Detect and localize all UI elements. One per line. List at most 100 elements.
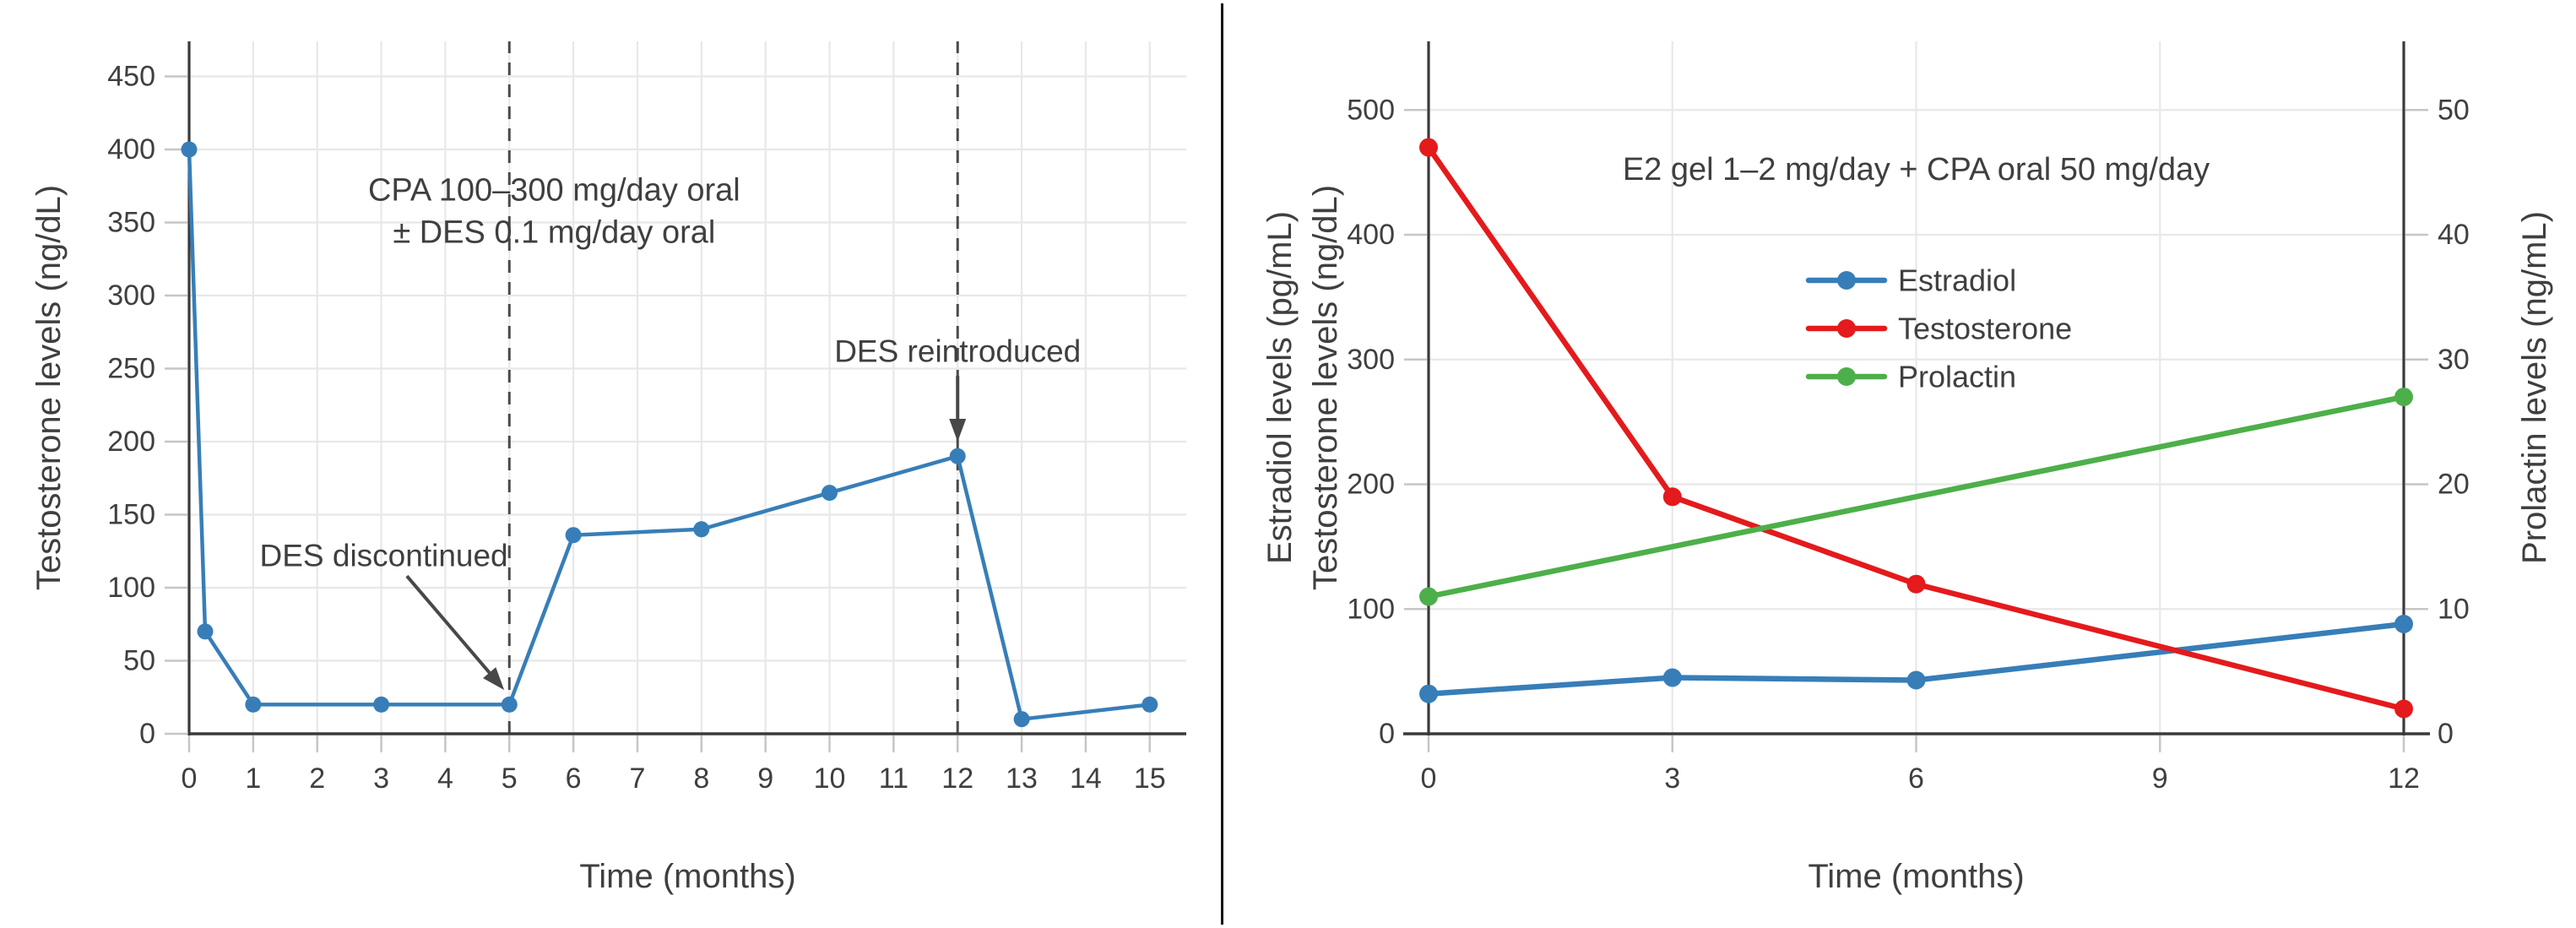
legend: Estradiol Testosterone Prolactin [1805,263,2072,394]
y-tick-label-left: 0 [1379,718,1395,750]
legend-marker [1837,367,1856,386]
grid [1429,41,2404,734]
y-tick-label-left: 400 [1347,219,1395,251]
x-tick-label: 4 [437,762,453,795]
y-tick-label: 350 [107,207,155,239]
annotation-text: DES discontinued [260,538,508,573]
series-estradiol-line [1425,621,2407,697]
x-tick-label: 5 [502,762,518,795]
annotation-text: DES reintroduced [834,334,1081,368]
y-axis-label-estradiol: Estradiol levels (pg/mL) [1261,211,1299,564]
legend-label: Estradiol [1898,263,2016,298]
data-point [245,696,262,713]
x-tick-label: 8 [693,762,709,795]
x-tick-label: 3 [373,762,389,795]
data-point [1906,574,1926,594]
data-point [822,485,838,502]
data-point [197,623,214,640]
y-axis-label: Testosterone levels (ng/dL) [30,185,68,590]
data-point [1662,487,1682,507]
y-tick-label-left: 300 [1347,344,1395,376]
x-tick-label: 12 [2388,762,2420,795]
data-point [949,448,966,464]
y-tick-label: 50 [123,645,155,677]
data-point [2394,388,2413,407]
series-prolactin [1419,388,2413,606]
legend-item-prolactin: Prolactin [1805,360,2016,394]
y-tick-label: 0 [139,718,155,750]
chart-title-line-1: CPA 100–300 mg/day oral [368,172,740,208]
panel-divider [1221,3,1223,925]
series-prolactin-line [1425,393,2407,600]
series-estradiol [1419,615,2413,703]
legend-item-testosterone: Testosterone [1805,312,2072,346]
data-point [1142,696,1158,713]
x-tick-label: 9 [2152,762,2168,795]
legend-marker [1837,271,1856,290]
y-tick-label: 400 [107,133,155,166]
x-axis-label: Time (months) [579,858,795,895]
series-testosterone [181,141,1158,728]
y-tick-label-right: 30 [2438,344,2470,376]
x-tick-label: 0 [182,762,198,795]
series-testosterone [1419,138,2413,719]
annotation-arrow [949,376,967,442]
x-tick-label: 10 [814,762,846,795]
ticks [165,75,1152,752]
data-point [1662,668,1682,687]
x-tick-label: 15 [1134,762,1166,795]
x-tick-label: 7 [629,762,645,795]
data-point [1013,711,1030,728]
y-tick-label-left: 200 [1347,469,1395,501]
x-tick-label: 6 [566,762,582,795]
legend-item-estradiol: Estradiol [1805,263,2016,298]
y-tick-label: 300 [107,279,155,312]
annotation-arrow [405,574,505,691]
y-tick-label: 100 [107,572,155,604]
chart-title-line-2: ± DES 0.1 mg/day oral [393,214,715,250]
data-point [2394,615,2413,633]
legend-label: Testosterone [1898,312,2072,346]
x-tick-label: 14 [1070,762,1102,795]
data-point [693,521,710,538]
y-axis-label-testosterone: Testosterone levels (ng/dL) [1307,185,1344,590]
x-tick-label: 12 [941,762,973,795]
y-tick-label: 200 [107,426,155,458]
y-tick-label-right: 0 [2438,718,2454,750]
data-point [1906,670,1926,690]
y-tick-label-left: 100 [1347,593,1395,625]
data-point [1419,684,1438,703]
x-tick-label: 2 [309,762,325,795]
y-tick-label-right: 40 [2438,219,2470,251]
data-point [1419,138,1438,157]
y-tick-label: 250 [107,353,155,385]
x-tick-label: 13 [1006,762,1038,795]
x-tick-label: 1 [245,762,261,795]
x-tick-label: 11 [879,762,908,795]
y-tick-label-right: 50 [2438,94,2470,126]
y-tick-label-right: 10 [2438,593,2470,625]
y-tick-label-left: 500 [1347,94,1395,126]
y-tick-label: 450 [107,61,155,93]
data-point [373,696,390,713]
legend-marker [1837,319,1856,338]
x-tick-label: 9 [757,762,773,795]
y-tick-label-right: 20 [2438,469,2470,501]
y-axis-label-prolactin: Prolactin levels (ng/mL) [2516,211,2553,564]
x-tick-label: 3 [1664,762,1680,795]
grid [189,41,1186,734]
data-point [2394,699,2413,719]
annotation-des-reintroduced: DES reintroduced [834,334,1081,442]
x-tick-label: 0 [1421,762,1437,795]
data-point [501,696,518,713]
series-testosterone-line [1425,144,2407,712]
x-tick-label: 6 [1908,762,1924,795]
x-axis-label: Time (months) [1808,858,2024,895]
data-point [565,527,582,544]
legend-label: Prolactin [1898,360,2016,394]
y-tick-label: 150 [107,499,155,531]
